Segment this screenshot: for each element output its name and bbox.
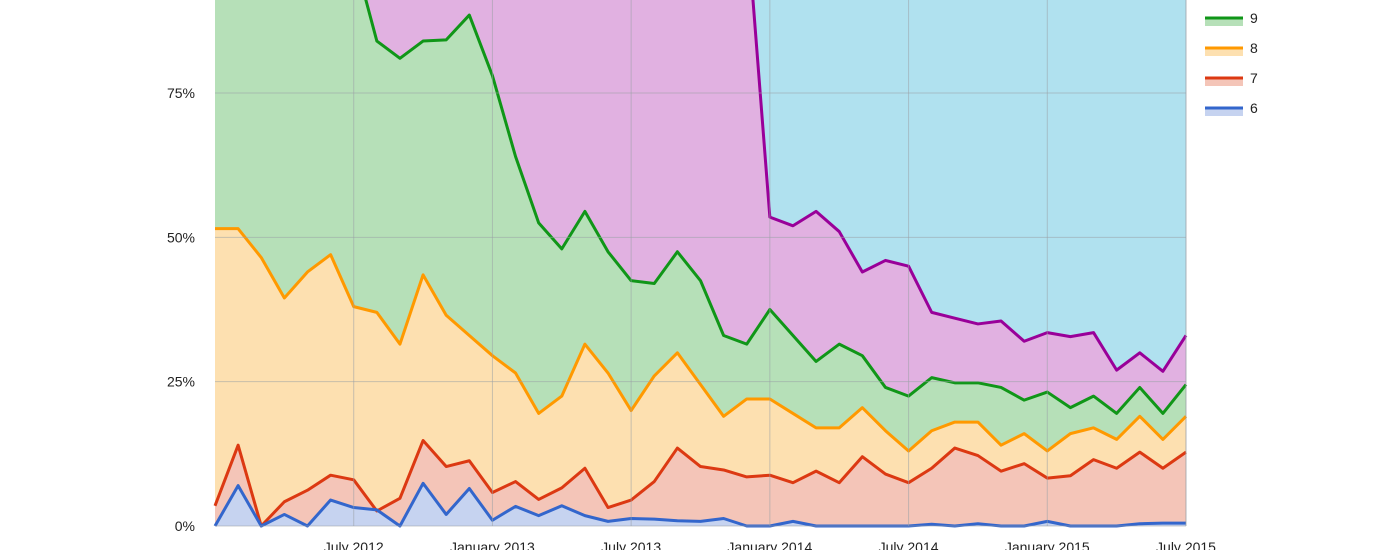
x-tick-label: July 2013 (601, 539, 661, 550)
legend: 9 8 7 6 (1205, 10, 1258, 116)
series-purple-area (365, 0, 1186, 414)
legend-item-7: 7 (1205, 70, 1258, 86)
x-tick-label: July 2014 (879, 539, 939, 550)
gridlines (215, 0, 1187, 527)
series-lines (213, 0, 1188, 528)
legend-swatch (1205, 108, 1243, 116)
x-tick-label: July 2012 (324, 539, 384, 550)
x-tick-label: July 2015 (1156, 539, 1216, 550)
y-tick-label: 0% (175, 518, 195, 534)
y-tick-label: 75% (167, 85, 195, 101)
y-tick-label: 50% (167, 229, 195, 245)
legend-label: 6 (1250, 100, 1258, 116)
x-tick-label: January 2013 (450, 539, 535, 550)
series-8-area (215, 228, 1186, 526)
legend-label: 7 (1250, 70, 1258, 86)
series-6-area (215, 483, 1186, 526)
legend-item-9: 9 (1205, 10, 1258, 26)
legend-swatch (1205, 18, 1243, 26)
x-axis-ticks: July 2012 January 2013 July 2013 January 20… (324, 539, 1216, 550)
legend-swatch (1205, 48, 1243, 56)
x-tick-label: January 2014 (727, 539, 812, 550)
x-tick-label: January 2015 (1005, 539, 1090, 550)
legend-swatch (1205, 78, 1243, 86)
series-7-area (215, 440, 1186, 526)
y-axis-ticks: 0% 25% 50% 75% (167, 85, 195, 534)
legend-label: 8 (1250, 40, 1258, 56)
series-9-line (364, 0, 1188, 415)
legend-item-6: 6 (1205, 100, 1258, 116)
legend-label: 9 (1250, 10, 1258, 26)
series-8-line (215, 227, 1188, 453)
series-9-area (215, 0, 1186, 451)
legend-item-8: 8 (1205, 40, 1258, 56)
y-tick-label: 25% (167, 374, 195, 390)
series-purple-line (751, 0, 1188, 373)
